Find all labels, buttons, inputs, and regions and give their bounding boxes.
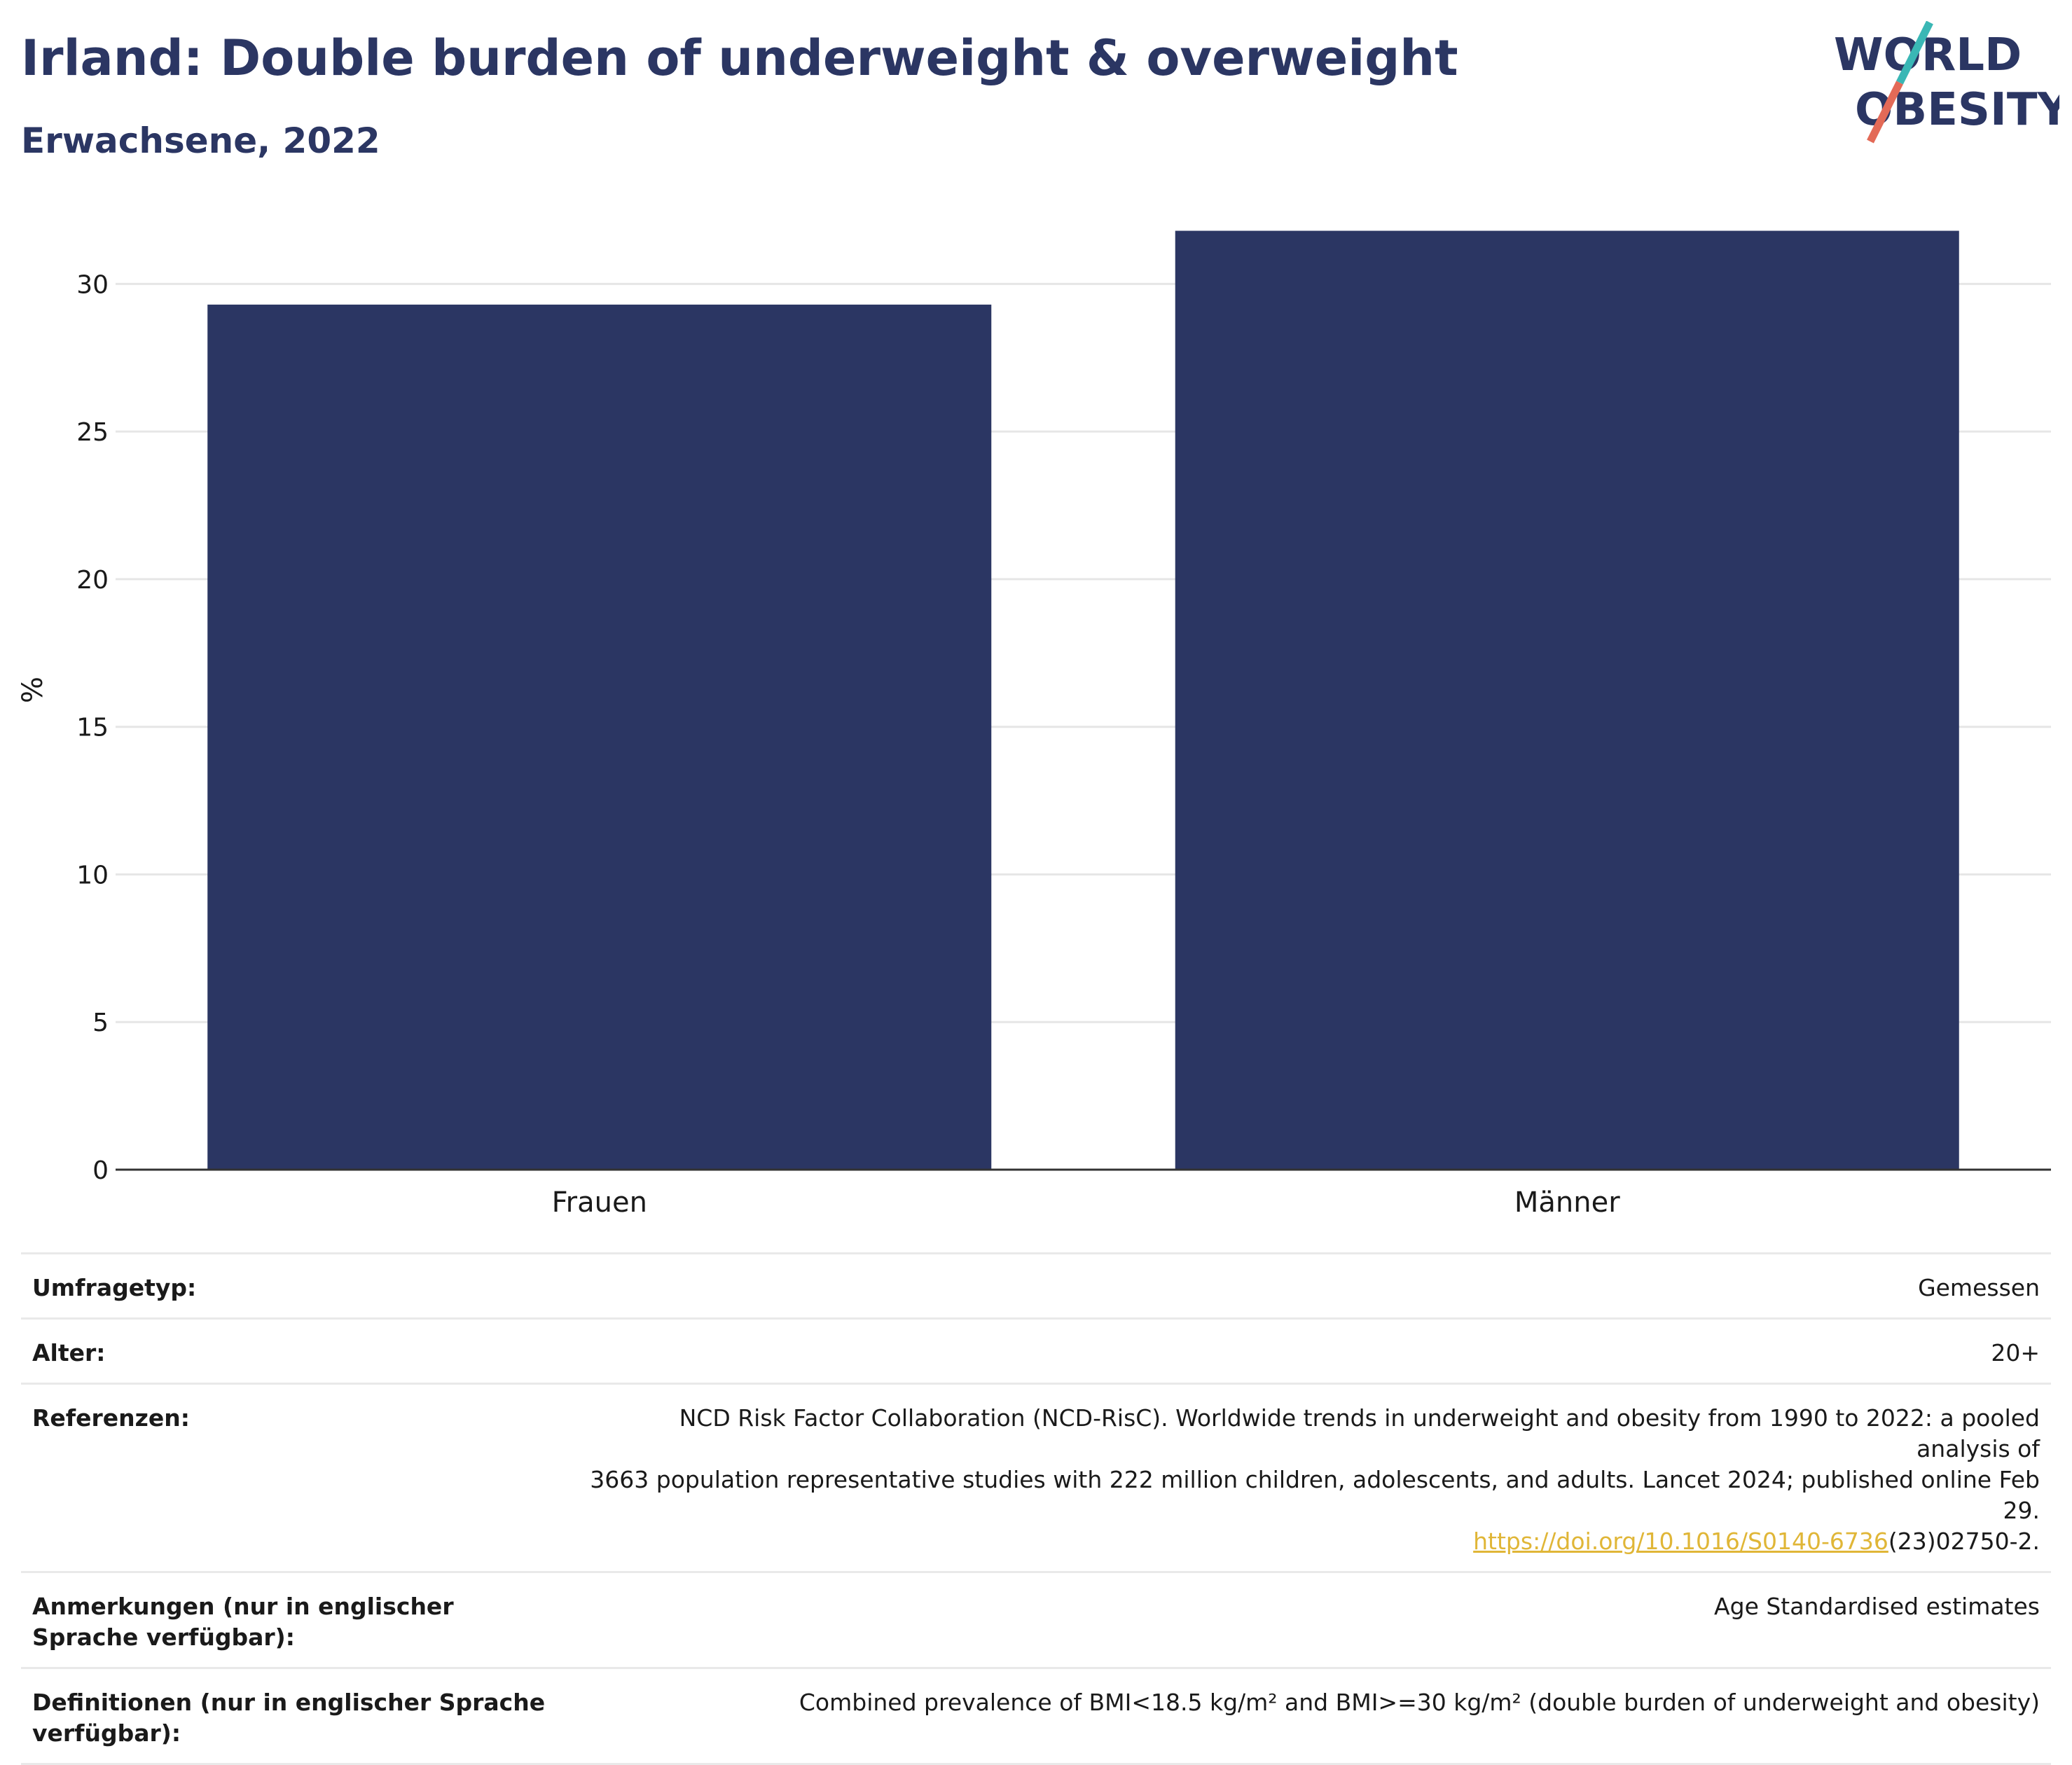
y-tick-label: 5	[92, 1009, 109, 1037]
y-tick-label: 20	[76, 566, 109, 595]
y-tick-label: 30	[76, 270, 109, 299]
metadata-table: Umfragetyp: Gemessen Alter: 20+ Referenz…	[21, 1252, 2051, 1765]
survey-label: Umfragetyp:	[32, 1274, 197, 1301]
notes-label: Anmerkungen (nur in englischer Sprache v…	[32, 1593, 454, 1651]
y-tick-label: 15	[76, 714, 109, 742]
bar-2[interactable]	[1175, 230, 1959, 1170]
notes-value: Age Standardised estimates	[1714, 1593, 2040, 1620]
reference-doi-link[interactable]: https://doi.org/10.1016/S0140-6736	[1473, 1528, 1888, 1555]
reference-doi-tail: (23)02750-2.	[1888, 1528, 2040, 1555]
bar-chart: 0 5 10 15 20 25 30 Frauen Männer %	[17, 230, 2051, 1219]
age-value: 20+	[1991, 1339, 2040, 1366]
bar-1[interactable]	[207, 304, 992, 1170]
bars	[207, 230, 1959, 1170]
x-tick-labels: Frauen Männer	[552, 1186, 1621, 1219]
age-label: Alter:	[32, 1339, 106, 1366]
reference-line-3: https://doi.org/10.1016/S0140-6736(23)02…	[583, 1526, 2040, 1557]
x-tick-label: Frauen	[552, 1186, 647, 1219]
reference-line-2: 3663 population representative studies w…	[590, 1466, 2040, 1524]
y-tick-label: 25	[76, 418, 109, 447]
chart-subtitle: Erwachsene, 2022	[21, 120, 380, 161]
references-value: NCD Risk Factor Collaboration (NCD-RisC)…	[583, 1403, 2040, 1557]
logo-slash-top	[1896, 21, 1933, 85]
meta-row-notes: Anmerkungen (nur in englischer Sprache v…	[21, 1571, 2051, 1667]
references-label: Referenzen:	[32, 1404, 190, 1432]
logo-text-world: WORLD	[1834, 29, 2022, 81]
meta-row-definitions: Definitionen (nur in englischer Sprache …	[21, 1667, 2051, 1765]
logo-slash-bottom	[1867, 81, 1903, 144]
meta-row-survey: Umfragetyp: Gemessen	[21, 1252, 2051, 1317]
meta-row-references: Referenzen: NCD Risk Factor Collaboratio…	[21, 1383, 2051, 1571]
chart-title: Irland: Double burden of underweight & o…	[21, 29, 1458, 87]
y-tick-labels: 0 5 10 15 20 25 30	[76, 270, 109, 1185]
meta-row-age: Alter: 20+	[21, 1317, 2051, 1383]
definitions-value: Combined prevalence of BMI<18.5 kg/m² an…	[799, 1689, 2040, 1716]
y-tick-label: 10	[76, 861, 109, 890]
y-axis-label: %	[17, 677, 49, 703]
x-tick-label: Männer	[1514, 1186, 1620, 1219]
definitions-label: Definitionen (nur in englischer Sprache …	[32, 1689, 546, 1747]
survey-value: Gemessen	[1918, 1274, 2040, 1301]
reference-line-1: NCD Risk Factor Collaboration (NCD-RisC)…	[679, 1404, 2040, 1462]
world-obesity-logo: WORLD OBESITY	[1834, 21, 2059, 144]
y-tick-label: 0	[92, 1156, 109, 1185]
